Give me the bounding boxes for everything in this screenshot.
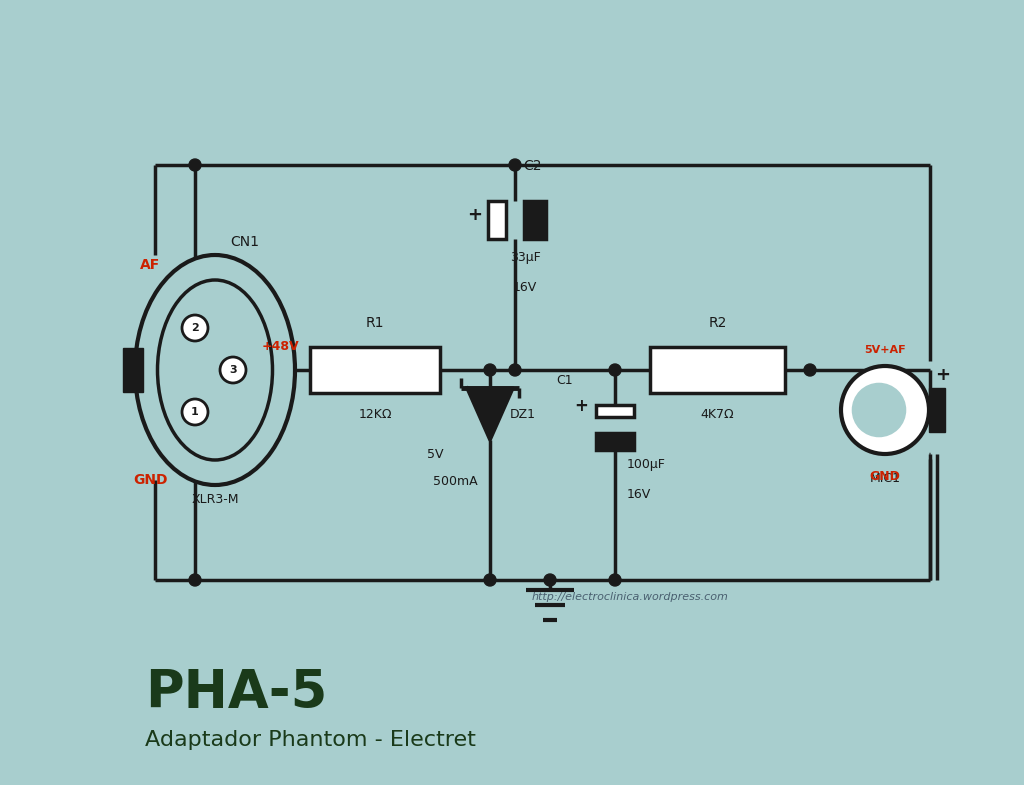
Circle shape: [182, 399, 208, 425]
Circle shape: [852, 383, 906, 437]
Circle shape: [484, 364, 496, 376]
Bar: [488, 201, 506, 239]
Circle shape: [804, 364, 816, 376]
Text: 500mA: 500mA: [433, 475, 477, 488]
Text: GND: GND: [869, 470, 900, 483]
Text: 3: 3: [229, 365, 237, 375]
Text: 16V: 16V: [627, 487, 651, 501]
Text: 33μF: 33μF: [510, 251, 541, 264]
Text: 2: 2: [191, 323, 199, 333]
Text: +48V: +48V: [261, 340, 299, 353]
Circle shape: [189, 159, 201, 171]
Bar: [310, 347, 440, 393]
Circle shape: [609, 364, 621, 376]
Text: 100μF: 100μF: [627, 458, 666, 471]
Text: 5V: 5V: [427, 448, 443, 461]
Circle shape: [509, 364, 521, 376]
Circle shape: [509, 159, 521, 171]
Text: DZ1: DZ1: [510, 407, 536, 421]
Circle shape: [189, 574, 201, 586]
Bar: [929, 388, 945, 432]
Text: Adaptador Phantom - Electret: Adaptador Phantom - Electret: [145, 730, 476, 750]
Text: R2: R2: [709, 316, 727, 330]
Text: +: +: [468, 206, 482, 224]
Text: AF: AF: [140, 258, 160, 272]
Text: 4K7Ω: 4K7Ω: [700, 408, 734, 421]
Bar: [596, 433, 634, 450]
Text: +: +: [935, 366, 950, 384]
Ellipse shape: [135, 255, 295, 485]
Text: PHA-5: PHA-5: [145, 667, 328, 719]
Text: +: +: [574, 397, 588, 415]
Text: 1: 1: [191, 407, 199, 417]
Text: C2: C2: [523, 159, 543, 173]
Text: 5V+AF: 5V+AF: [864, 345, 906, 355]
Circle shape: [609, 574, 621, 586]
Polygon shape: [467, 388, 513, 440]
Circle shape: [841, 366, 929, 454]
Bar: [123, 348, 143, 392]
Text: CN1: CN1: [230, 235, 259, 249]
Text: R1: R1: [366, 316, 384, 330]
Text: 16V: 16V: [513, 281, 538, 294]
Text: C1: C1: [557, 374, 573, 387]
Circle shape: [484, 574, 496, 586]
Circle shape: [182, 315, 208, 341]
Circle shape: [544, 574, 556, 586]
Text: MIC1: MIC1: [869, 472, 900, 485]
Bar: [596, 405, 634, 417]
Text: GND: GND: [133, 473, 167, 487]
Circle shape: [220, 357, 246, 383]
Ellipse shape: [158, 280, 272, 460]
Bar: [524, 201, 546, 239]
Text: XLR3-M: XLR3-M: [191, 494, 239, 506]
Bar: [650, 347, 785, 393]
Text: 12KΩ: 12KΩ: [358, 408, 392, 421]
Text: http://electroclinica.wordpress.com: http://electroclinica.wordpress.com: [531, 592, 728, 602]
